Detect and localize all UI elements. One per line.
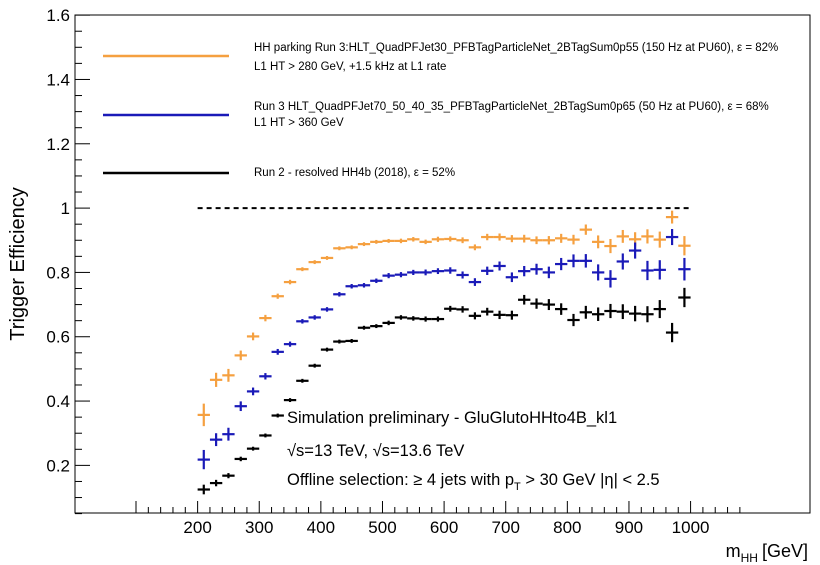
legend-label: Run 2 - resolved HH4b (2018), ε = 52% [254,167,455,179]
legend-label: HH parking Run 3:HLT_QuadPFJet30_PFBTagP… [254,42,778,54]
x-tick-label: 200 [183,518,211,537]
y-tick-label: 0.4 [46,392,70,411]
y-axis-label: Trigger Efficiency [7,187,29,340]
data-series [197,210,691,495]
y-tick-label: 1.4 [46,70,70,89]
x-tick-label: 900 [615,518,643,537]
axis-ticks: 200 300 400 500 600 700 800 900 1000 0.2 0.4 0.6 0.8… [46,6,741,537]
x-tick-label: 400 [307,518,335,537]
x-tick-label: 1000 [672,518,710,537]
y-tick-label: 1 [61,199,70,218]
y-tick-label: 1.2 [46,135,70,154]
y-tick-label: 0.8 [46,263,70,282]
x-axis-label: mHH [GeV] [726,541,808,565]
legend-label-line2: L1 HT > 360 GeV [254,117,344,129]
legend-label-line2: L1 HT > 280 GeV, +1.5 kHz at L1 rate [254,61,446,73]
y-tick-label: 0.6 [46,328,70,347]
series-2 [197,287,691,495]
y-tick-label: 1.6 [46,6,70,25]
plot-frame [74,14,811,514]
series-1 [197,229,691,470]
annotation-simulation: Simulation preliminary - GluGlutoHHto4B_… [287,409,617,427]
annotation-selection: Offline selection: ≥ 4 jets with pT > 30… [287,471,660,493]
annotation-energy: √s=13 TeV, √s=13.6 TeV [287,442,464,460]
x-tick-label: 700 [492,518,520,537]
x-tick-label: 500 [368,518,396,537]
x-tick-label: 800 [553,518,581,537]
x-tick-label: 600 [430,518,458,537]
series-0 [197,210,691,427]
x-tick-label: 300 [245,518,273,537]
y-tick-label: 0.2 [46,456,70,475]
legend-label: Run 3 HLT_QuadPFJet70_50_40_35_PFBTagPar… [254,101,769,113]
legend: HH parking Run 3:HLT_QuadPFJet30_PFBTagP… [103,42,778,179]
